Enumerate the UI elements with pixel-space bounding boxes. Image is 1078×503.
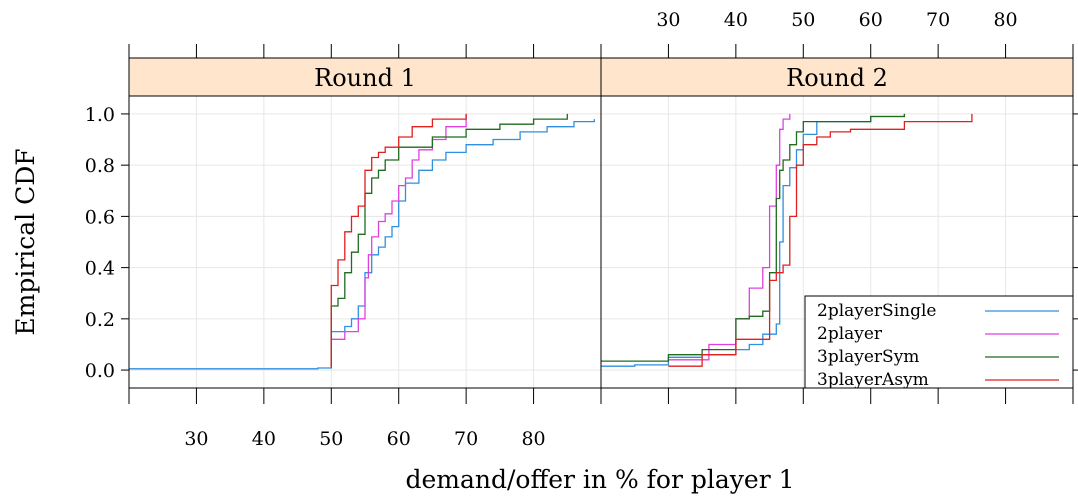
- x-tick-label-top-0: 30: [656, 9, 680, 31]
- y-axis-title: Empirical CDF: [11, 148, 40, 335]
- series-line-2player-round-1: [330, 113, 467, 368]
- strip-round-1: [128, 57, 602, 97]
- y-tick-label-1: 0.2: [85, 309, 115, 331]
- strip-label-round-2: Round 2: [786, 64, 888, 92]
- strip-label-round-1: Round 1: [314, 64, 416, 92]
- x-axis-title: demand/offer in % for player 1: [405, 465, 794, 494]
- series-line-2player-round-2: [668, 113, 791, 361]
- series-line-3playerasym-round-1: [330, 113, 467, 368]
- x-tick-label-top-4: 70: [926, 9, 950, 31]
- y-tick-label-2: 0.4: [85, 258, 115, 280]
- y-tick-label-5: 1.0: [85, 104, 115, 126]
- series-line-3playersym-round-2: [601, 113, 906, 362]
- legend-label-3playersym: 3playerSym: [817, 347, 919, 367]
- panel-frame-round-1: [128, 95, 602, 389]
- legend-label-2player: 2player: [817, 324, 883, 344]
- x-tick-label-bottom-5: 80: [521, 428, 545, 450]
- x-tick-label-bottom-0: 30: [184, 428, 208, 450]
- y-tick-label-3: 0.6: [85, 206, 115, 228]
- legend: 2playerSingle 2player 3playerSym 3playerAsy…: [804, 295, 1074, 390]
- x-tick-label-bottom-2: 50: [319, 428, 343, 450]
- axes-layer: 0.0 0.2 0.4 0.6 0.8 1.0 30 30 40 40 50 50 60 60 70 70 80…: [85, 9, 1078, 450]
- x-tick-label-top-5: 80: [993, 9, 1017, 31]
- panel-round-1: Round 1: [128, 57, 602, 389]
- x-tick-label-bottom-1: 40: [252, 428, 276, 450]
- series-line-2playersingle-round-1: [129, 119, 595, 370]
- x-tick-label-top-2: 50: [791, 9, 815, 31]
- x-tick-label-top-1: 40: [724, 9, 748, 31]
- series-line-3playersym-round-1: [330, 113, 568, 368]
- x-tick-label-bottom-3: 60: [387, 428, 411, 450]
- legend-label-3playerasym: 3playerAsym: [817, 370, 929, 390]
- legend-label-2playersingle: 2playerSingle: [817, 301, 936, 321]
- y-tick-label-4: 0.8: [85, 155, 115, 177]
- x-tick-label-top-3: 60: [859, 9, 883, 31]
- y-tick-label-0: 0.0: [85, 360, 115, 382]
- series-line-3playerasym-round-2: [668, 113, 973, 367]
- x-tick-label-bottom-4: 70: [454, 428, 478, 450]
